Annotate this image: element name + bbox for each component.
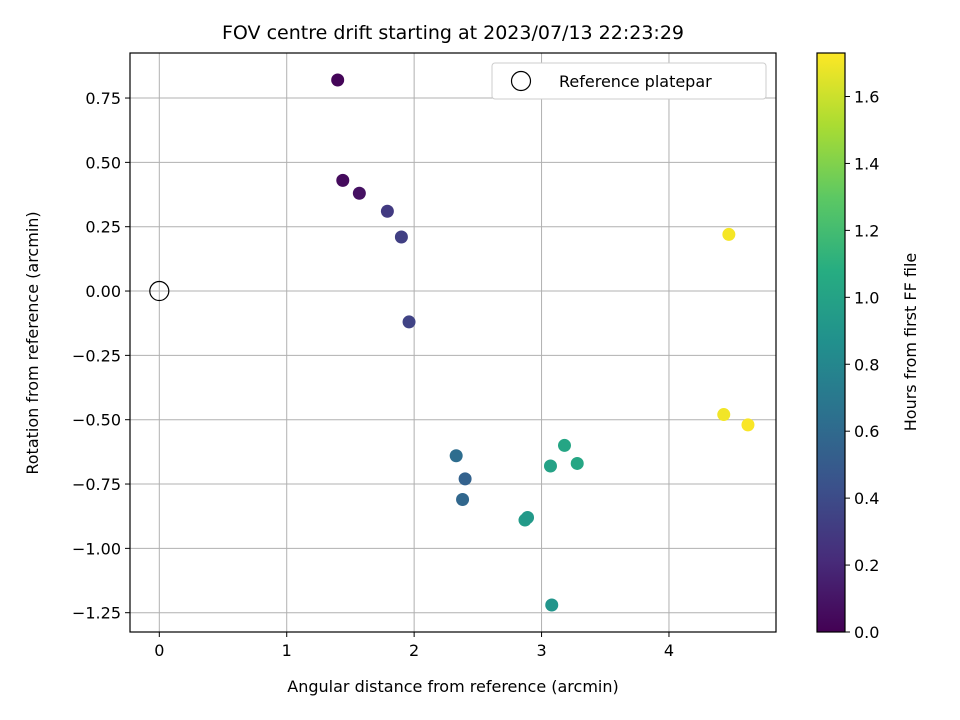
x-tick-label: 0 (154, 641, 164, 660)
reference-platepar-point (149, 280, 170, 302)
colorbar-tick-label: 1.0 (854, 288, 879, 307)
y-tick-label: −0.50 (72, 411, 121, 430)
plot-frame (129, 52, 777, 633)
data-point (543, 459, 557, 473)
colorbar-tick-label: 1.2 (854, 221, 879, 240)
grid-lines (130, 53, 776, 632)
data-point (456, 492, 470, 506)
colorbar-tick-label: 0.8 (854, 355, 879, 374)
data-point (521, 510, 535, 524)
colorbar-tick-label: 1.6 (854, 88, 879, 107)
legend-entry-label: Reference platepar (559, 72, 712, 91)
data-point (722, 227, 736, 241)
data-points (149, 73, 755, 612)
y-tick-label: 0.25 (85, 218, 121, 237)
colorbar-tick-label: 1.4 (854, 154, 879, 173)
colorbar-tick-label: 0.0 (854, 623, 879, 642)
data-point (741, 418, 755, 432)
data-point (336, 173, 350, 187)
x-tick-label: 3 (536, 641, 546, 660)
colorbar-tick-label: 0.2 (854, 556, 879, 575)
y-axis-ticks: 0.75 0.50 0.25 0.00 −0.25 −0.50 −0.75 −1.00 −1.2… (72, 89, 130, 623)
colorbar (816, 52, 846, 633)
colorbar-tick-label: 0.4 (854, 489, 879, 508)
data-point (570, 456, 584, 470)
legend-box (491, 62, 767, 100)
data-point (557, 438, 571, 452)
y-tick-label: 0.75 (85, 89, 121, 108)
x-axis-label: Angular distance from reference (arcmin) (287, 677, 618, 696)
y-tick-label: −0.75 (72, 475, 121, 494)
data-point (449, 449, 463, 463)
data-point (458, 472, 472, 486)
y-tick-label: −1.25 (72, 604, 121, 623)
data-point (402, 315, 416, 329)
y-tick-label: 0.50 (85, 153, 121, 172)
colorbar-label: Hours from first FF file (901, 253, 920, 432)
y-axis-label: Rotation from reference (arcmin) (23, 211, 42, 474)
data-point (331, 73, 345, 87)
y-tick-label: −0.25 (72, 346, 121, 365)
data-point (717, 408, 731, 422)
colorbar-ticks: 0.0 0.2 0.4 0.6 0.8 1.0 1.2 1.4 1.6 (845, 88, 879, 642)
legend: Reference platepar (491, 62, 767, 100)
x-tick-label: 4 (664, 641, 674, 660)
y-tick-label: 0.00 (85, 282, 121, 301)
chart-title: FOV centre drift starting at 2023/07/13 … (222, 22, 684, 44)
legend-reference-marker (510, 70, 532, 92)
data-point (380, 204, 394, 218)
data-point (352, 186, 366, 200)
x-tick-label: 2 (409, 641, 419, 660)
data-point (545, 598, 559, 612)
data-point (394, 230, 408, 244)
x-axis-ticks: 0 1 2 3 4 (154, 632, 674, 660)
y-tick-label: −1.00 (72, 539, 121, 558)
x-tick-label: 1 (282, 641, 292, 660)
colorbar-tick-label: 0.6 (854, 422, 879, 441)
